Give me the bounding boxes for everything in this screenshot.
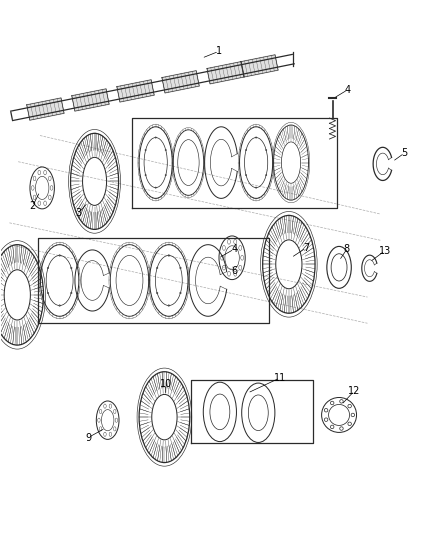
Text: 1: 1 [216, 46, 222, 56]
Text: 9: 9 [85, 433, 91, 442]
Text: 13: 13 [379, 246, 391, 256]
Text: 8: 8 [344, 244, 350, 254]
Polygon shape [207, 62, 244, 84]
Text: 2: 2 [29, 201, 35, 211]
Text: 11: 11 [274, 373, 286, 383]
Polygon shape [241, 55, 278, 77]
Polygon shape [162, 71, 199, 93]
Polygon shape [11, 54, 294, 120]
Text: 3: 3 [75, 208, 81, 218]
Text: 5: 5 [402, 148, 408, 158]
Text: 7: 7 [303, 243, 310, 253]
Text: 12: 12 [348, 386, 360, 396]
Text: 6: 6 [231, 266, 237, 276]
Polygon shape [27, 98, 64, 120]
Text: 4: 4 [345, 85, 351, 95]
Text: 4: 4 [231, 244, 237, 254]
Text: 10: 10 [159, 379, 172, 390]
Polygon shape [117, 80, 154, 102]
Polygon shape [72, 89, 109, 111]
